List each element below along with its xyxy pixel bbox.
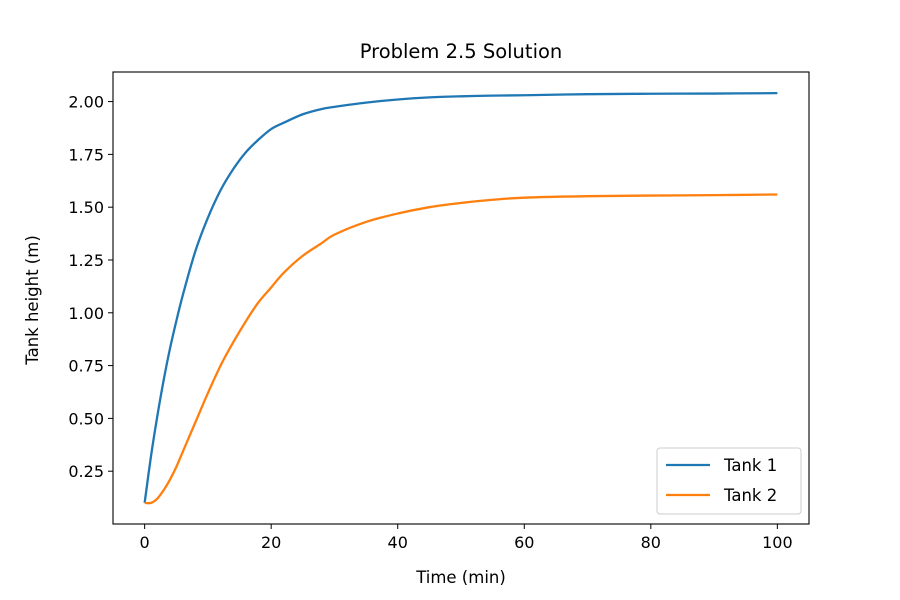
series-line-2 bbox=[144, 193, 778, 505]
ticks-layer: 0 20 40 60 80 100 0.25 0.50 0.75 1.00 1.25 1.50 1.75… bbox=[68, 93, 792, 552]
y-tick-label: 0.25 bbox=[68, 462, 104, 481]
x-tick-label: 80 bbox=[641, 533, 661, 552]
x-tick-label: 20 bbox=[261, 533, 281, 552]
legend-label: Tank 1 bbox=[723, 456, 777, 475]
legend-label: Tank 2 bbox=[723, 486, 777, 505]
axes-frame bbox=[112, 71, 810, 525]
chart-title: Problem 2.5 Solution bbox=[360, 40, 563, 63]
y-tick-label: 1.50 bbox=[68, 198, 104, 217]
x-tick-label: 100 bbox=[762, 533, 793, 552]
x-axis-label: Time (min) bbox=[415, 568, 506, 587]
plot-area bbox=[143, 91, 778, 505]
legend: Tank 1 Tank 2 bbox=[656, 447, 802, 515]
y-tick-label: 0.50 bbox=[68, 409, 104, 428]
x-tick-label: 60 bbox=[514, 533, 534, 552]
y-tick-label: 0.75 bbox=[68, 357, 104, 376]
y-tick-label: 1.75 bbox=[68, 145, 104, 164]
y-tick-label: 2.00 bbox=[68, 93, 104, 112]
x-tick-label: 40 bbox=[388, 533, 408, 552]
y-axis-label: Tank height (m) bbox=[23, 235, 42, 366]
x-tick-label: 0 bbox=[140, 533, 150, 552]
series-line-1 bbox=[143, 91, 778, 504]
y-tick-label: 1.25 bbox=[68, 251, 104, 270]
y-tick-label: 1.00 bbox=[68, 304, 104, 323]
